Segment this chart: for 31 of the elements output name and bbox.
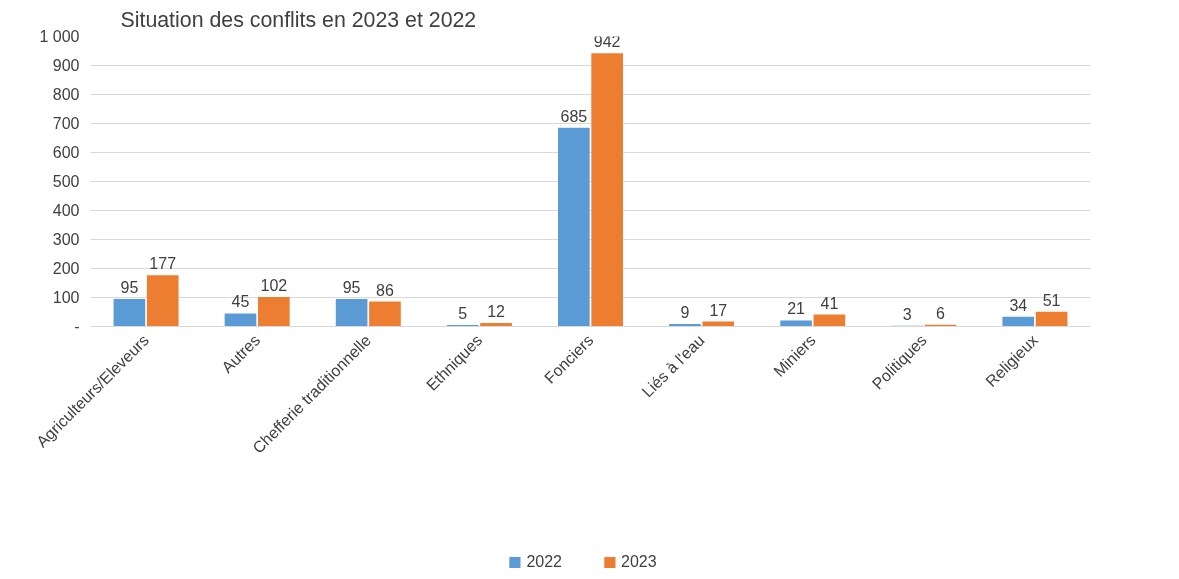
data-label: 51 [1042, 291, 1061, 309]
data-label: 34 [1009, 296, 1028, 314]
legend-label: 2022 [526, 552, 562, 571]
chart-title: Situation des conflits en 2023 et 2022 [120, 7, 477, 32]
data-label: 177 [149, 255, 177, 273]
y-tick-label: 100 [52, 289, 80, 306]
data-label: 95 [120, 278, 139, 296]
data-label: 45 [231, 293, 250, 311]
data-label: 21 [787, 300, 806, 318]
data-label: 3 [902, 305, 912, 323]
data-label: 6 [936, 304, 946, 322]
data-label: 95 [342, 278, 361, 296]
data-label: 12 [487, 303, 506, 321]
y-tick-label: 700 [52, 115, 80, 132]
y-tick-label: 900 [52, 57, 80, 74]
y-tick-label: 800 [52, 86, 80, 103]
y-tick-label: 400 [52, 202, 80, 219]
data-label: 5 [458, 305, 468, 323]
data-label: 685 [560, 107, 588, 125]
y-tick-label: - [74, 318, 80, 335]
y-tick-label: 300 [52, 231, 80, 248]
data-label: 17 [709, 301, 728, 319]
y-tick-label: 200 [52, 260, 80, 277]
legend-label: 2023 [620, 552, 657, 571]
data-label: 86 [376, 281, 394, 299]
data-label: 9 [680, 303, 690, 321]
data-label: 102 [260, 276, 288, 294]
y-tick-label: 500 [52, 173, 80, 190]
y-tick-label: 600 [52, 144, 80, 161]
y-tick-label: 1 000 [39, 28, 80, 45]
data-label: 41 [820, 294, 839, 312]
